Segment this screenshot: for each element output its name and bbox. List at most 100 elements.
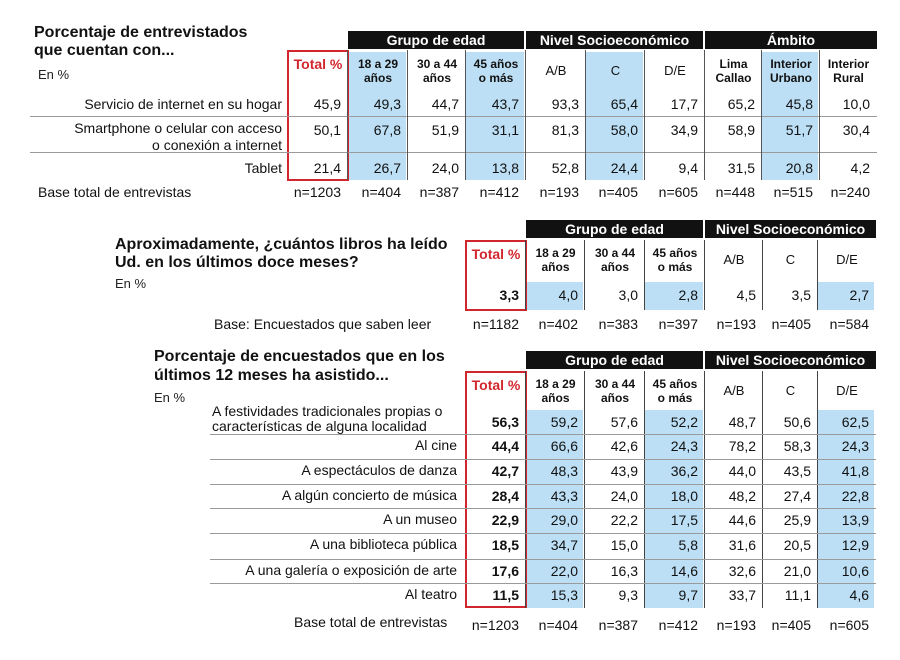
table1-col-header: C (586, 63, 645, 78)
table1-cell: 26,7 (373, 160, 401, 176)
table3-cell: 4,6 (849, 587, 869, 603)
table3-cell: 48,3 (550, 463, 578, 479)
table3-cell: 62,5 (841, 414, 869, 430)
table2-col-highlight (645, 282, 703, 310)
table1-cell: 93,3 (551, 96, 579, 112)
table1-col-header-line: C (610, 63, 621, 78)
table3-cell: 25,9 (783, 512, 811, 528)
table3-row-label-line: A una biblioteca pública (309, 536, 457, 552)
table1-col-header-line: años (363, 71, 392, 85)
table3-col-header: D/E (818, 383, 876, 398)
table1-cell: 4,2 (850, 160, 870, 176)
table3-cell: 42,6 (610, 438, 638, 454)
table2-group-nse: Nivel Socioeconómico (705, 220, 876, 238)
table3-row-label: A algún concierto de música (160, 488, 457, 503)
table1-col-header: 30 a 44 años (408, 57, 466, 85)
table3-row-divider (210, 583, 876, 584)
table3-col-header-line: D/E (836, 383, 858, 398)
table1-cell: 50,1 (313, 122, 341, 138)
table1-cell: 51,9 (431, 122, 459, 138)
table1-col-divider (644, 50, 645, 180)
table3-unit: En % (154, 390, 186, 405)
table1-row-label-line: o conexión a internet (152, 137, 282, 153)
table1-row-label-line: Servicio de internet en su hogar (84, 96, 282, 112)
table3-base-value: n=412 (658, 617, 698, 633)
table2-col-header: 18 a 29 años (526, 246, 585, 274)
table3-cell: 10,6 (841, 563, 869, 579)
table1-row-label-line: Tablet (244, 160, 282, 176)
table3-total-box (465, 371, 527, 608)
table1-base-value: n=405 (598, 184, 638, 200)
table3-cell: 28,4 (491, 488, 519, 504)
table1-col-header-line: 30 a 44 (416, 57, 458, 71)
table3-base-value: n=193 (716, 617, 756, 633)
table1-col-header-line: o más (478, 71, 514, 85)
table1-cell: 21,4 (313, 160, 341, 176)
table3-cell: 12,9 (841, 537, 869, 553)
table2-title: Aproximadamente, ¿cuántos libros ha leíd… (115, 236, 448, 253)
table3-row-label: A festividades tradicionales propias o ca… (212, 404, 462, 434)
table1-col-header: A/B (526, 63, 586, 78)
table3-col-header-line: años (541, 391, 570, 405)
table1-cell: 10,0 (842, 96, 870, 112)
table3-row-label: A una galería o exposición de arte (160, 563, 457, 578)
table3-cell: 27,4 (783, 488, 811, 504)
table2-col-highlight (818, 282, 874, 310)
table3-cell: 44,6 (728, 512, 756, 528)
table3-col-divider (584, 371, 585, 608)
table3-title-line2: últimos 12 meses ha asistido... (154, 367, 389, 384)
table3-cell: 21,0 (783, 563, 811, 579)
table3-cell: 22,2 (610, 512, 638, 528)
table3-col-divider (762, 371, 763, 608)
table2-base-value: n=383 (598, 316, 638, 332)
table2-col-header-line: D/E (836, 252, 858, 267)
table1-unit: En % (38, 67, 70, 82)
table1-cell: 58,0 (610, 122, 638, 138)
table1-col-header: Lima Callao (705, 57, 762, 85)
table2-group-edad: Grupo de edad (526, 220, 703, 238)
table1-cell: 65,2 (727, 96, 755, 112)
table3-cell: 36,2 (670, 463, 698, 479)
table1-col-header-line: 18 a 29 (357, 57, 399, 71)
table2-base-label: Base: Encuestados que saben leer (214, 316, 432, 332)
table1-col-header-line: Interior (770, 57, 812, 71)
table3-cell: 9,3 (618, 587, 638, 603)
table1-base-value: n=515 (773, 184, 813, 200)
table3-base-value: n=404 (538, 617, 578, 633)
table2-cell: 2,7 (849, 287, 869, 303)
table2-col-header-line: A/B (723, 252, 745, 267)
table2-cell: 4,5 (736, 287, 756, 303)
table3-cell: 50,6 (783, 414, 811, 430)
table3-row-label-line: A una galería o exposición de arte (245, 562, 457, 578)
table1-group-edad: Grupo de edad (348, 31, 524, 49)
table3-cell: 11,5 (492, 587, 519, 603)
table1-col-header-line: D/E (664, 63, 686, 78)
table1-col-divider (761, 50, 762, 180)
table3-cell: 32,6 (728, 563, 756, 579)
table1-base-value: n=387 (419, 184, 459, 200)
table1-cell: 58,9 (727, 122, 755, 138)
table3-row-divider (210, 434, 876, 435)
table3-col-header-line: 18 a 29 (535, 377, 576, 391)
table3-col-header-line: 30 a 44 (594, 377, 636, 391)
table1-row-label-line: Smartphone o celular con acceso (74, 120, 282, 136)
table2-col-header-line: 30 a 44 (594, 246, 636, 260)
table2-base-value: n=1182 (472, 316, 519, 332)
table3-cell: 58,3 (783, 438, 811, 454)
table3-col-header-line: 45 años (652, 377, 698, 391)
table1-col-header: Interior Rural (820, 57, 877, 85)
table1-col-header-line: Callao (715, 71, 752, 85)
table3-cell: 22,0 (550, 563, 578, 579)
table3-cell: 41,8 (841, 463, 869, 479)
table3-cell: 20,5 (783, 537, 811, 553)
table3-col-header-line: años (600, 391, 629, 405)
table2-col-header: 45 años o más (645, 246, 705, 274)
table2-col-header: A/B (705, 252, 763, 267)
table2-col-highlight (526, 282, 583, 310)
table2-col-header-line: C (785, 252, 796, 267)
table3-col-header: 30 a 44 años (585, 377, 645, 405)
table1-cell: 81,3 (551, 122, 579, 138)
table3-base-value: n=405 (771, 617, 811, 633)
table1-col-divider (465, 50, 466, 180)
table2-col-header-line: 45 años (652, 246, 698, 260)
